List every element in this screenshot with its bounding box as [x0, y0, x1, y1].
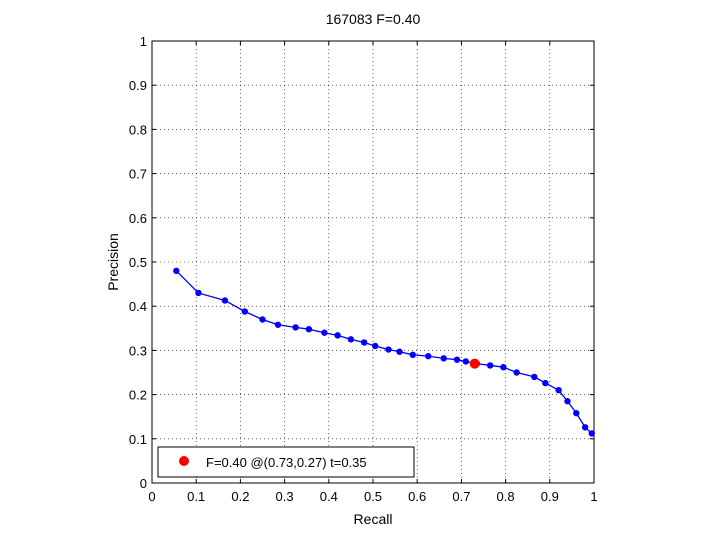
data-point [486, 362, 494, 369]
data-point [425, 352, 432, 360]
data-point [259, 316, 266, 323]
best-f-point [469, 358, 480, 369]
legend: F=0.40 @(0.73,0.27) t=0.35 [157, 446, 415, 478]
data-point [453, 356, 461, 363]
data-point [555, 386, 562, 394]
data-point [513, 369, 520, 376]
data-point [372, 342, 379, 350]
y-tick-label: 0 [140, 476, 147, 491]
x-tick-label: 0.2 [231, 489, 249, 504]
chart-title: 167083 F=0.40 [326, 11, 421, 27]
x-tick-label: 0.4 [320, 489, 338, 504]
data-point [564, 398, 571, 405]
data-point [334, 332, 341, 339]
data-point [321, 329, 328, 336]
data-point [409, 351, 416, 359]
x-tick-label: 0.1 [187, 489, 205, 504]
x-tick-label: 0 [148, 489, 155, 504]
y-tick-label: 0.6 [129, 211, 147, 226]
data-point [531, 373, 538, 381]
data-point [305, 325, 313, 333]
x-tick-label: 0.9 [541, 489, 559, 504]
y-tick-label: 1 [140, 34, 147, 49]
data-point [500, 363, 507, 371]
x-tick-label: 1 [590, 489, 597, 504]
data-point [588, 430, 595, 437]
legend-best-point-marker [179, 456, 189, 466]
y-tick-label: 0.2 [129, 388, 147, 403]
data-point [542, 379, 549, 387]
y-tick-label: 0.4 [129, 299, 147, 314]
y-tick-label: 0.8 [129, 122, 147, 137]
data-point [462, 358, 470, 365]
axis-ticks: 0 0.1 0.2 0.3 0.4 0.5 0.6 0.7 0.8 0.9 1 0 0.1 0.2 0.3 0… [129, 34, 598, 504]
y-tick-label: 0.7 [129, 167, 147, 182]
data-point [195, 289, 202, 297]
data-point [396, 348, 403, 355]
series-group [173, 267, 595, 437]
x-tick-label: 0.5 [364, 489, 382, 504]
data-point [292, 324, 299, 331]
data-point [360, 339, 368, 346]
x-axis-title: Recall [354, 511, 393, 527]
data-point [173, 267, 180, 275]
data-point [221, 297, 229, 304]
x-tick-label: 0.3 [276, 489, 294, 504]
grid-lines [152, 41, 594, 483]
data-point [241, 308, 249, 315]
data-point [573, 409, 580, 417]
y-axis-title: Precision [105, 233, 121, 291]
x-tick-label: 0.7 [452, 489, 470, 504]
data-point [274, 321, 282, 328]
y-tick-label: 0.9 [129, 78, 147, 93]
data-point [440, 355, 447, 362]
y-tick-label: 0.1 [129, 432, 147, 447]
x-tick-label: 0.8 [497, 489, 515, 504]
legend-entry-best-f: F=0.40 @(0.73,0.27) t=0.35 [206, 455, 367, 470]
data-point [347, 336, 355, 343]
legend-box [157, 446, 415, 478]
y-tick-label: 0.5 [129, 255, 147, 270]
data-point [581, 424, 589, 431]
x-tick-label: 0.6 [408, 489, 426, 504]
data-point [385, 346, 392, 353]
y-tick-label: 0.3 [129, 343, 147, 358]
